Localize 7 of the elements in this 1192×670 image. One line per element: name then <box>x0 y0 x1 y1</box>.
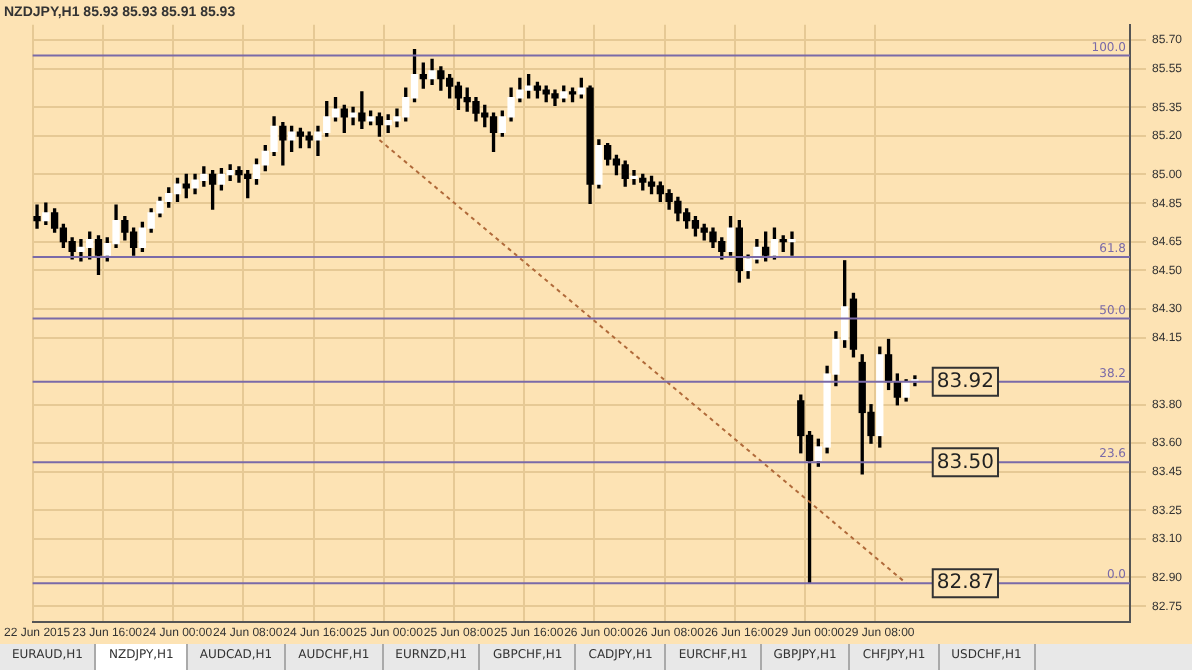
candlestick <box>788 231 796 256</box>
ref-line-label: 83.92 <box>936 370 995 393</box>
candlestick <box>33 204 41 229</box>
candlestick <box>358 91 366 130</box>
ref-line-label: 83.50 <box>936 451 995 474</box>
candlestick <box>630 169 638 185</box>
ref-line-label: 82.87 <box>936 572 995 595</box>
